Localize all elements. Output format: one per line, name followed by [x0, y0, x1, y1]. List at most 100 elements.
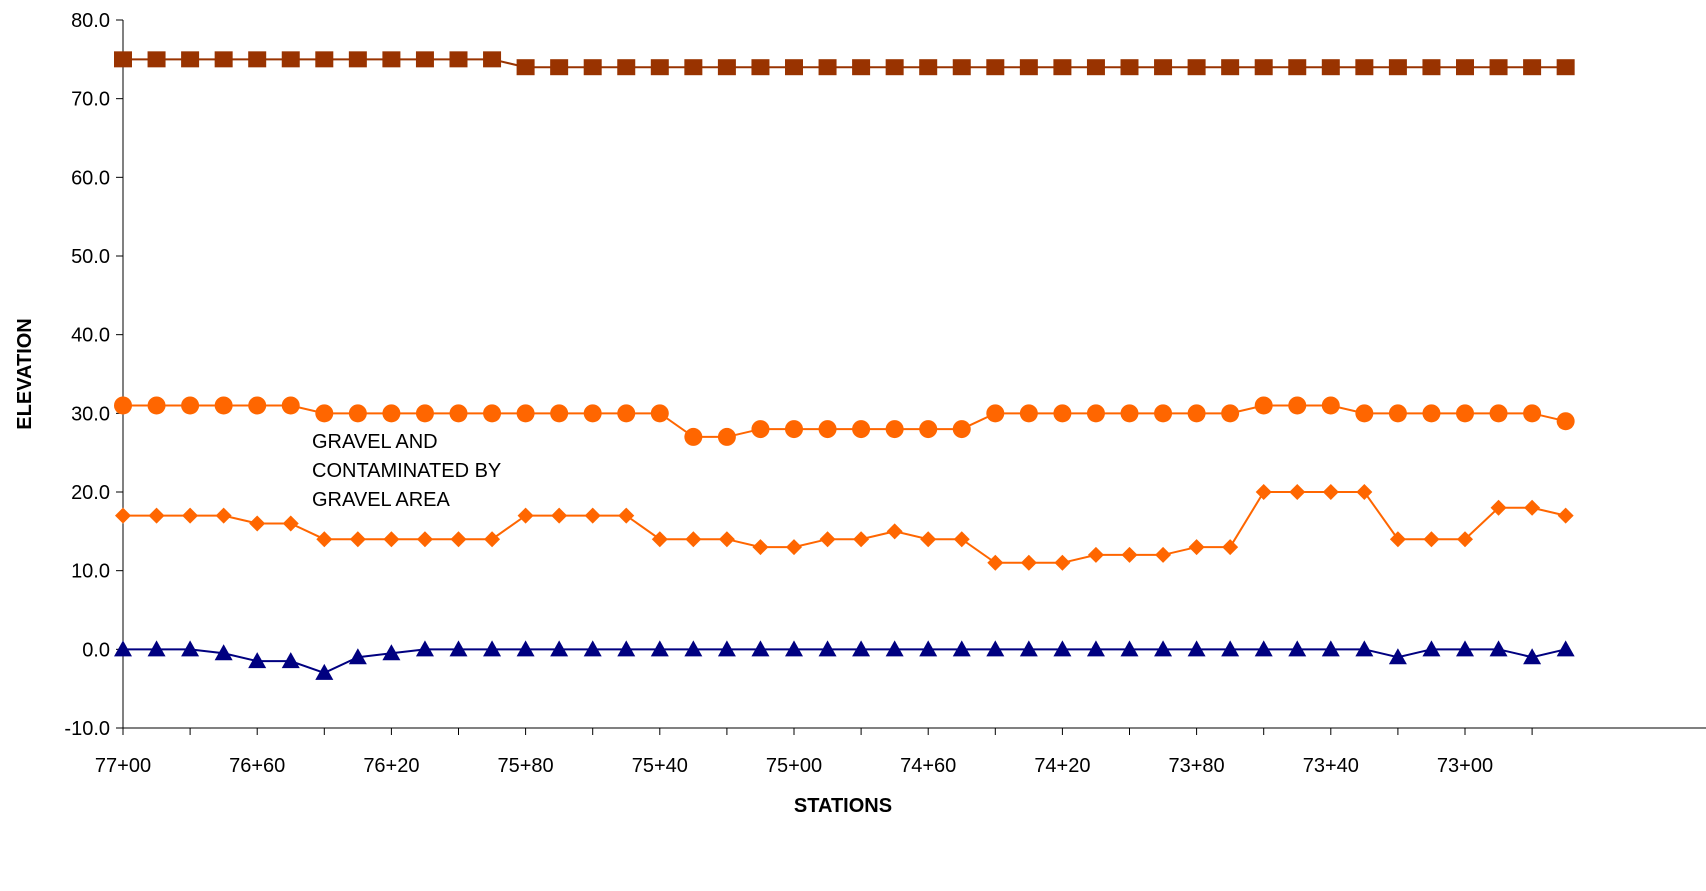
data-point — [1388, 404, 1407, 423]
data-point — [415, 404, 434, 423]
data-point — [818, 640, 837, 657]
data-point — [1321, 59, 1340, 76]
series-line — [123, 648, 1566, 675]
x-tick-label: 73+40 — [1303, 755, 1359, 777]
data-point — [1120, 640, 1139, 657]
data-point — [1422, 59, 1441, 76]
series-circle — [114, 396, 1575, 446]
x-tick-label: 74+60 — [900, 755, 956, 777]
data-point — [517, 507, 534, 524]
data-point — [1556, 640, 1575, 657]
data-point — [1288, 396, 1307, 415]
data-point — [853, 531, 870, 548]
y-tick-label: 30.0 — [71, 403, 110, 425]
data-point — [248, 51, 267, 68]
data-point — [785, 420, 803, 439]
data-point — [1188, 539, 1205, 556]
data-point — [1154, 59, 1173, 76]
data-point — [717, 427, 736, 446]
data-point — [818, 59, 837, 76]
data-point — [1019, 404, 1038, 423]
data-point — [147, 396, 166, 415]
data-point — [281, 396, 300, 415]
data-point — [618, 507, 635, 524]
data-point — [1053, 640, 1072, 657]
series-square — [114, 51, 1575, 76]
data-point — [1457, 531, 1473, 548]
data-point — [1187, 640, 1206, 657]
data-point — [751, 420, 770, 439]
data-point — [785, 640, 803, 657]
data-point — [1355, 640, 1374, 657]
data-point — [214, 51, 233, 68]
data-point — [583, 59, 602, 76]
data-point — [852, 59, 871, 76]
data-point — [382, 644, 401, 661]
data-point — [147, 640, 166, 657]
data-point — [1254, 59, 1273, 76]
data-point — [617, 404, 636, 423]
x-tick-label: 73+80 — [1169, 755, 1225, 777]
data-point — [1388, 648, 1407, 665]
data-point — [483, 640, 502, 657]
chart-annotation: GRAVEL AND CONTAMINATED BY GRAVEL AREA — [312, 431, 506, 511]
data-point — [114, 51, 132, 68]
y-tick-label: 0.0 — [82, 639, 110, 661]
data-point — [583, 404, 602, 423]
data-point — [181, 640, 200, 657]
data-point — [1053, 59, 1072, 76]
data-point — [919, 640, 938, 657]
data-point — [415, 640, 434, 657]
data-point — [1322, 484, 1339, 500]
data-point — [1254, 640, 1273, 657]
x-tick-label: 75+80 — [498, 755, 554, 777]
data-point — [852, 420, 871, 439]
y-tick-label: 60.0 — [71, 167, 110, 189]
data-point — [348, 404, 367, 423]
data-point — [315, 404, 334, 423]
series-layer — [114, 51, 1575, 680]
data-point — [1120, 404, 1139, 423]
data-point — [1489, 640, 1508, 657]
data-point — [214, 644, 233, 661]
data-point — [919, 59, 938, 76]
y-ticks: 80.0 70.0 60.0 50.0 40.0 30.0 20.0 10.0 0.0 -10.0 — [64, 10, 123, 740]
x-axis-title: STATIONS — [794, 795, 892, 817]
data-point — [1054, 554, 1071, 571]
data-point — [550, 59, 569, 76]
data-point — [852, 640, 871, 657]
series-line — [123, 58, 1566, 69]
data-point — [1121, 546, 1138, 563]
data-point — [684, 640, 703, 657]
data-point — [551, 507, 568, 524]
data-point — [1389, 531, 1406, 548]
data-point — [1456, 640, 1474, 657]
x-tick-label: 76+60 — [229, 755, 285, 777]
x-tick-label: 75+40 — [632, 755, 688, 777]
data-point — [1020, 554, 1037, 571]
y-axis-title: ELEVATION — [14, 318, 36, 429]
data-point — [1019, 640, 1038, 657]
data-point — [717, 640, 736, 657]
data-point — [1086, 59, 1105, 76]
data-point — [650, 640, 669, 657]
data-point — [1356, 484, 1373, 500]
data-point — [550, 404, 569, 423]
data-point — [1321, 640, 1340, 657]
data-point — [1086, 640, 1105, 657]
x-tick-label: 73+00 — [1437, 755, 1493, 777]
data-point — [1019, 59, 1038, 76]
axes — [122, 20, 1706, 729]
data-point — [920, 531, 937, 548]
data-point — [751, 59, 770, 76]
data-point — [986, 59, 1005, 76]
data-point — [1221, 640, 1240, 657]
data-point — [752, 539, 769, 556]
data-point — [1523, 404, 1542, 423]
y-tick-label: 40.0 — [71, 325, 110, 347]
data-point — [718, 531, 735, 548]
annotation-line-3: GRAVEL AREA — [312, 489, 450, 511]
data-point — [383, 531, 400, 548]
data-point — [516, 59, 535, 76]
